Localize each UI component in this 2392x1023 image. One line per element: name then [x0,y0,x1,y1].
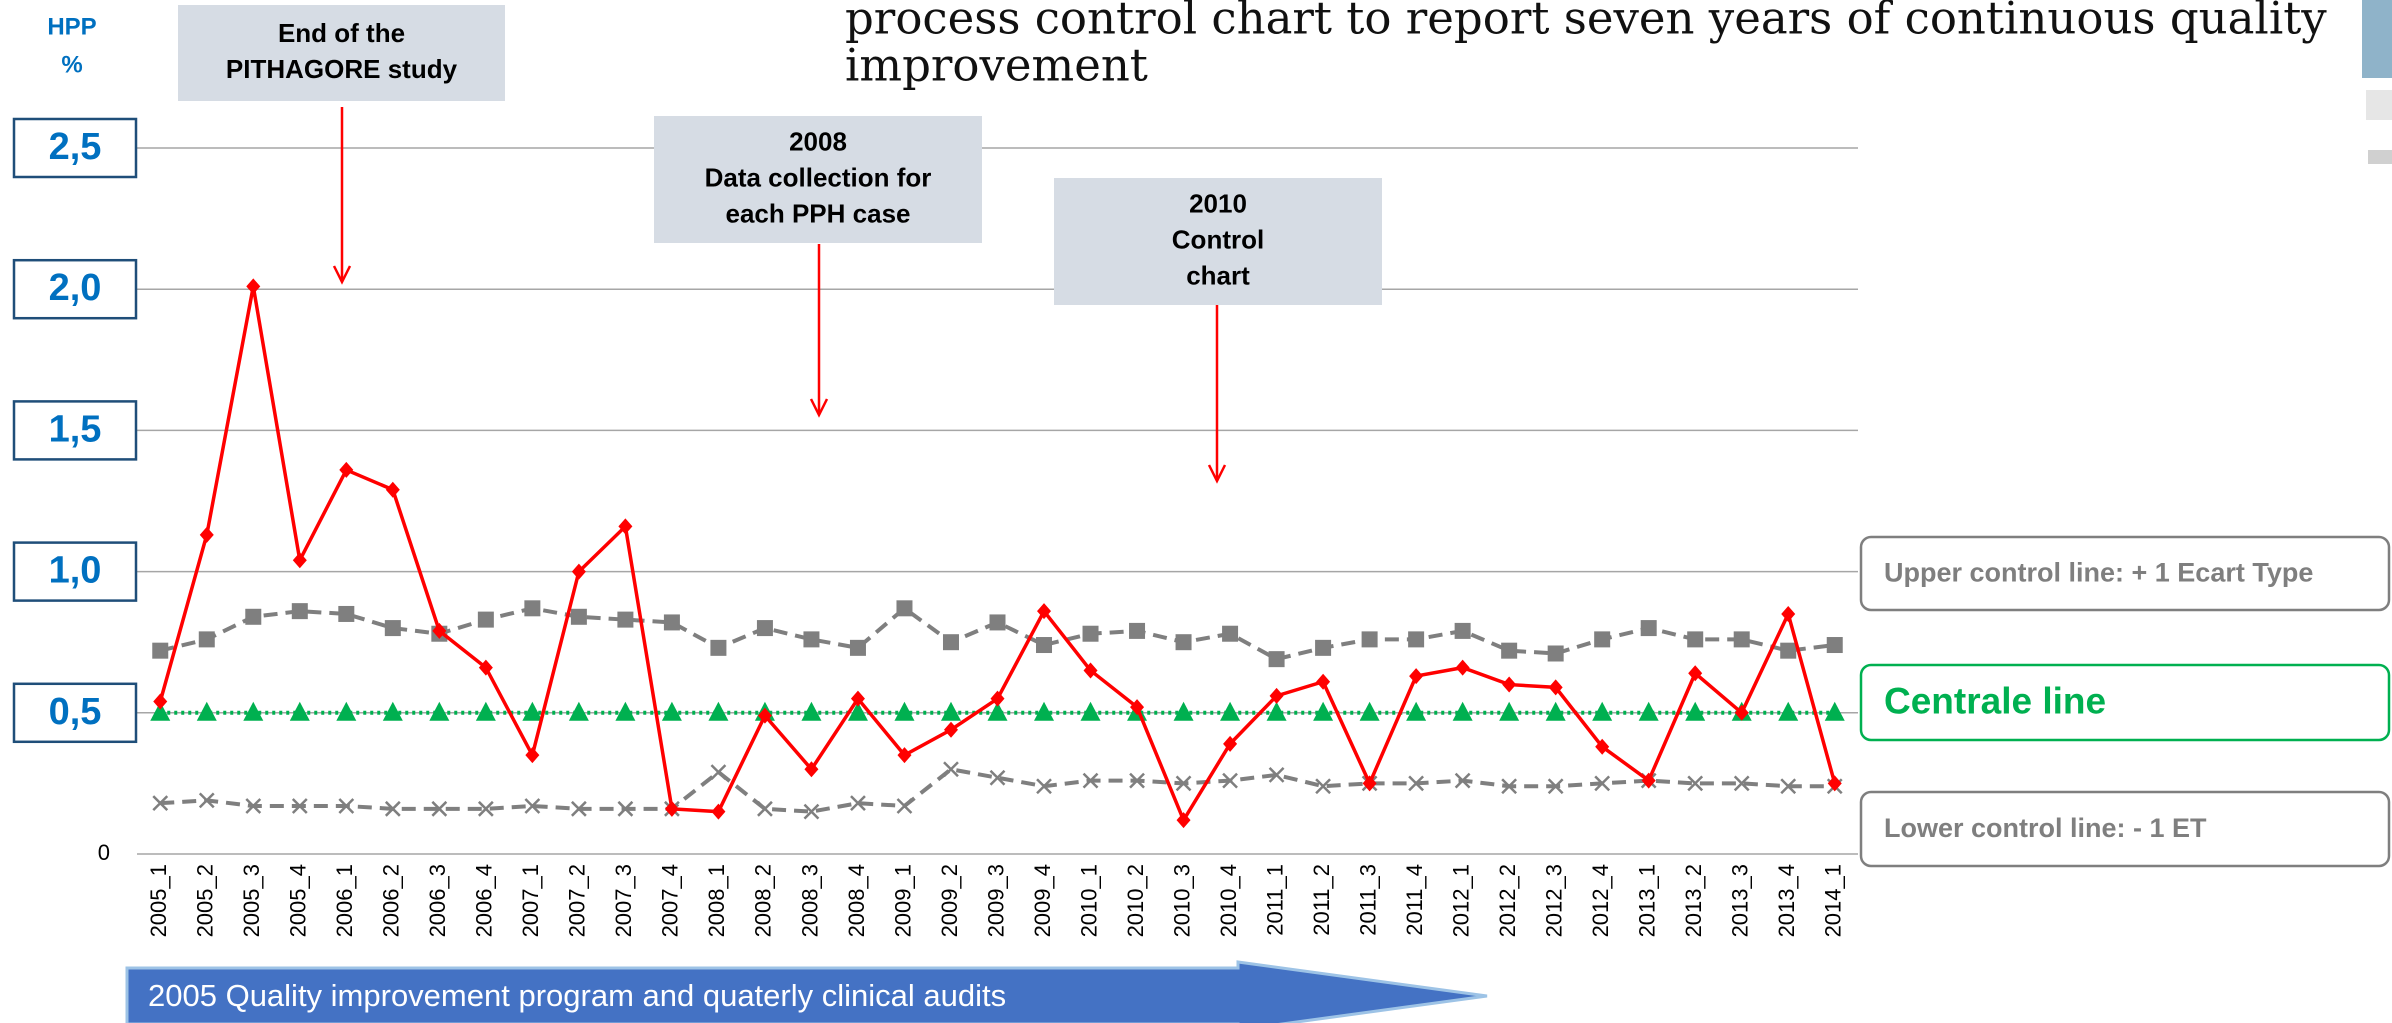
x-tick-label: 2012_3 [1541,864,1566,937]
x-tick-label: 2005_1 [146,864,171,937]
x-tick-label: 2013_2 [1681,864,1706,937]
marker [338,606,354,622]
x-tick-label: 2008_2 [751,864,776,937]
y-tick-label: 0 [98,840,110,865]
marker [1083,626,1099,642]
marker [1548,645,1564,661]
x-tick-label: 2006_4 [472,864,497,937]
annotation-text: 2008 [789,126,847,156]
x-tick-label: 2007_3 [611,864,636,937]
x-tick-label: 2013_4 [1774,864,1799,937]
x-tick-label: 2005_2 [193,864,218,937]
marker [710,640,726,656]
x-tick-label: 2008_4 [844,864,869,937]
x-tick-label: 2007_1 [518,864,543,937]
marker [199,631,215,647]
marker [524,600,540,616]
annotation-text: each PPH case [725,198,910,228]
background [0,0,2392,1023]
marker [664,614,680,630]
x-tick-label: 2010_4 [1216,864,1241,937]
marker [1129,623,1145,639]
marker [1594,631,1610,647]
marker [803,631,819,647]
marker [617,612,633,628]
marker [1222,626,1238,642]
y-tick-label: 1,5 [49,408,102,450]
x-tick-label: 2007_2 [565,864,590,937]
x-tick-label: 2011_4 [1402,864,1427,936]
marker [1362,631,1378,647]
annotation-text: chart [1186,260,1250,290]
marker [478,612,494,628]
x-tick-label: 2009_2 [937,864,962,937]
x-tick-label: 2006_3 [425,864,450,937]
marker [1315,640,1331,656]
y-axis-label: HPP [47,13,96,40]
x-tick-label: 2007_4 [658,864,683,937]
heading: improvement [845,39,1148,92]
marker [1408,631,1424,647]
legend-label: Centrale line [1884,680,2106,721]
x-tick-label: 2012_4 [1588,864,1613,937]
y-tick-label: 1,0 [49,550,102,592]
marker [896,600,912,616]
x-tick-label: 2005_4 [286,864,311,937]
marker [1176,634,1192,650]
x-tick-label: 2012_1 [1448,864,1473,937]
x-tick-label: 2013_3 [1728,864,1753,937]
marker [943,634,959,650]
x-tick-label: 2010_1 [1076,864,1101,937]
marker [292,603,308,619]
x-tick-label: 2011_1 [1262,864,1287,936]
x-tick-label: 2005_3 [239,864,264,937]
x-tick-label: 2009_3 [983,864,1008,937]
legend-label: Upper control line: + 1 Ecart Type [1884,558,2313,588]
x-tick-label: 2010_3 [1169,864,1194,937]
marker [1827,637,1843,653]
x-tick-label: 2009_1 [890,864,915,937]
x-tick-label: 2010_2 [1123,864,1148,937]
marker [1501,643,1517,659]
legend-label: Lower control line: - 1 ET [1884,813,2207,843]
annotation-text: Control [1172,224,1264,254]
banner-text: 2005 Quality improvement program and qua… [148,978,1006,1013]
y-tick-label: 2,0 [49,267,102,309]
marker [757,620,773,636]
marker [1036,637,1052,653]
x-tick-label: 2008_1 [704,864,729,937]
marker [1780,643,1796,659]
marker [1269,651,1285,667]
x-tick-label: 2011_3 [1355,864,1380,936]
x-tick-label: 2011_2 [1309,864,1334,936]
annotation-text: Data collection for [705,162,932,192]
x-tick-label: 2013_1 [1635,864,1660,937]
marker [385,620,401,636]
x-tick-label: 2014_1 [1821,864,1846,937]
marker [1455,623,1471,639]
annotation-text: 2010 [1189,188,1247,218]
y-tick-label: 0,5 [49,691,102,733]
x-tick-label: 2008_3 [797,864,822,937]
y-axis-label: % [61,51,82,78]
y-tick-label: 2,5 [49,126,102,168]
annotation-text: PITHAGORE study [226,54,458,84]
marker [1641,620,1657,636]
marker [850,640,866,656]
marker [245,609,261,625]
marker [571,609,587,625]
x-tick-label: 2009_4 [1030,864,1055,937]
marker [1734,631,1750,647]
chart: 2005 Quality improvement program and qua… [0,0,2392,1023]
x-tick-label: 2006_1 [332,864,357,937]
marker [990,614,1006,630]
x-tick-label: 2012_2 [1495,864,1520,937]
x-tick-label: 2006_2 [379,864,404,937]
marker [152,643,168,659]
marker [1687,631,1703,647]
annotation-text: End of the [278,18,405,48]
